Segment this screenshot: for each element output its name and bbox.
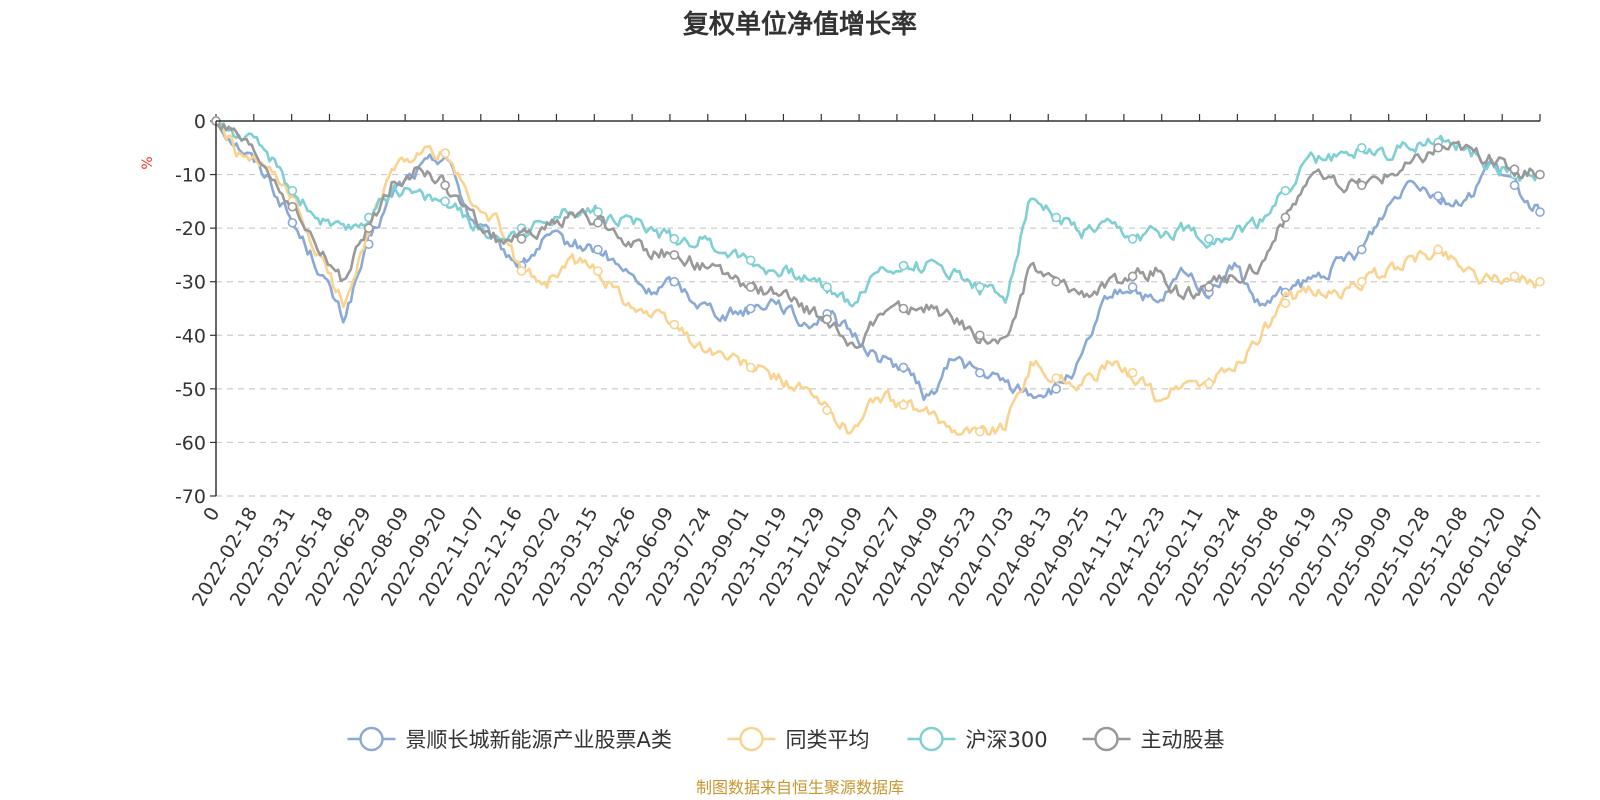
series-point bbox=[593, 266, 603, 276]
series-point bbox=[1356, 276, 1367, 287]
series-point bbox=[1535, 276, 1545, 287]
series-point bbox=[1433, 191, 1443, 201]
series-point bbox=[975, 367, 985, 378]
series-point bbox=[822, 282, 832, 292]
series-point bbox=[1356, 142, 1367, 153]
series-point bbox=[898, 362, 909, 373]
series-line bbox=[214, 120, 1542, 401]
series-point bbox=[1051, 373, 1062, 383]
y-axis-ticks: 0 -10 -20 -30 -40 -50 -60 -70 bbox=[175, 111, 216, 508]
series-point bbox=[745, 303, 756, 314]
legend-label: 主动股基 bbox=[1141, 728, 1225, 752]
series-point bbox=[516, 266, 527, 276]
legend-label: 景顺长城新能源产业股票A类 bbox=[406, 728, 672, 752]
series-point bbox=[1535, 169, 1545, 180]
legend-item[interactable]: 沪深300 bbox=[907, 726, 1048, 752]
series-point bbox=[516, 234, 527, 244]
series-point bbox=[669, 276, 680, 287]
series-line bbox=[214, 120, 1541, 308]
series-point bbox=[287, 201, 298, 212]
source-note: 制图数据来自恒生聚源数据库 bbox=[696, 778, 904, 797]
series-point bbox=[1127, 271, 1138, 282]
series-point bbox=[669, 319, 680, 330]
series-point bbox=[1535, 207, 1545, 217]
series-point bbox=[1509, 164, 1520, 175]
series-point bbox=[975, 426, 985, 437]
legend-swatch-circle bbox=[919, 726, 944, 752]
series-point bbox=[440, 148, 450, 158]
series-point bbox=[440, 196, 450, 207]
y-tick-label: -60 bbox=[175, 432, 206, 454]
series-point bbox=[593, 207, 603, 217]
series-point bbox=[1356, 244, 1367, 255]
series-point bbox=[1204, 378, 1214, 389]
legend-swatch-circle bbox=[359, 726, 384, 752]
series-point bbox=[287, 217, 298, 228]
series-point bbox=[822, 405, 832, 416]
legend-item[interactable]: 景顺长城新能源产业股票A类 bbox=[347, 726, 672, 752]
legend-item[interactable]: 主动股基 bbox=[1082, 726, 1225, 752]
series-point bbox=[745, 362, 756, 373]
series-point bbox=[1204, 282, 1214, 292]
series-point bbox=[593, 217, 603, 228]
legend-swatch-circle bbox=[1094, 726, 1119, 752]
series-point bbox=[1204, 234, 1214, 244]
x-tick-label: 0 bbox=[199, 504, 224, 525]
series-point bbox=[669, 250, 680, 260]
y-tick-label: 0 bbox=[194, 111, 206, 133]
series-point bbox=[745, 255, 756, 266]
series-point bbox=[287, 185, 298, 196]
series-layer bbox=[211, 116, 1545, 437]
series-point bbox=[1127, 234, 1138, 244]
series-point bbox=[1051, 212, 1062, 223]
series-point bbox=[1127, 282, 1138, 292]
series-point bbox=[898, 260, 909, 271]
series-point bbox=[898, 303, 909, 314]
grid-lines bbox=[216, 173, 1540, 497]
series-point bbox=[975, 330, 985, 341]
series-point bbox=[363, 223, 374, 233]
y-tick-label: -20 bbox=[175, 218, 206, 240]
y-tick-label: -70 bbox=[175, 486, 206, 508]
series-point bbox=[1433, 142, 1443, 153]
series-point bbox=[975, 282, 985, 292]
legend-swatch-circle bbox=[739, 726, 764, 752]
series-point bbox=[440, 180, 450, 191]
series-point bbox=[1280, 212, 1291, 223]
series-point bbox=[1356, 180, 1367, 191]
series-point bbox=[1280, 298, 1291, 308]
series-point bbox=[1051, 384, 1062, 394]
y-tick-label: -50 bbox=[175, 379, 206, 401]
chart-title: 复权单位净值增长率 bbox=[683, 9, 917, 40]
series-point bbox=[1509, 180, 1520, 191]
y-tick-label: -10 bbox=[175, 165, 206, 187]
y-tick-label: -40 bbox=[175, 325, 206, 347]
series-point bbox=[669, 234, 680, 244]
series-line bbox=[214, 120, 1541, 349]
y-axis-unit: % bbox=[140, 156, 156, 169]
legend: 景顺长城新能源产业股票A类 同类平均 沪深300 主动股基 bbox=[347, 726, 1225, 752]
series-point bbox=[1280, 185, 1291, 196]
series-point bbox=[1509, 271, 1520, 282]
legend-item[interactable]: 同类平均 bbox=[727, 726, 870, 752]
series-point bbox=[1051, 276, 1062, 287]
series-point bbox=[593, 244, 603, 255]
legend-label: 沪深300 bbox=[966, 728, 1048, 752]
series-point bbox=[745, 282, 756, 292]
series-point bbox=[1433, 244, 1443, 255]
axes bbox=[215, 120, 1540, 496]
series-point bbox=[1127, 367, 1138, 378]
y-tick-label: -30 bbox=[175, 272, 206, 294]
legend-label: 同类平均 bbox=[786, 728, 870, 752]
series-point bbox=[898, 400, 909, 410]
series-point bbox=[822, 314, 832, 325]
series-line bbox=[214, 120, 1541, 436]
